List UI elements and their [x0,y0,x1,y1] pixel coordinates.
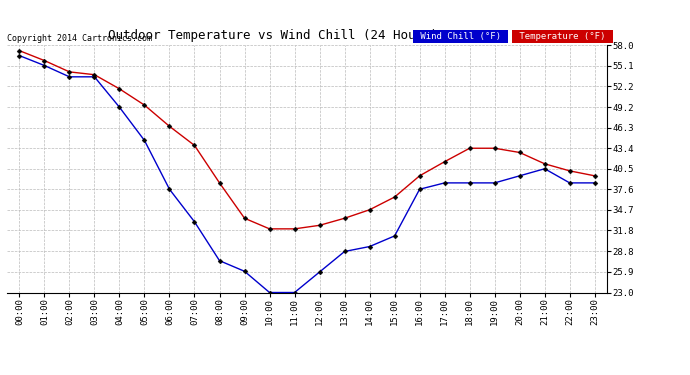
Text: Wind Chill (°F): Wind Chill (°F) [415,32,506,41]
Text: Temperature (°F): Temperature (°F) [514,32,611,41]
Text: Copyright 2014 Cartronics.com: Copyright 2014 Cartronics.com [7,33,152,42]
Title: Outdoor Temperature vs Wind Chill (24 Hours) 20140401: Outdoor Temperature vs Wind Chill (24 Ho… [108,30,506,42]
